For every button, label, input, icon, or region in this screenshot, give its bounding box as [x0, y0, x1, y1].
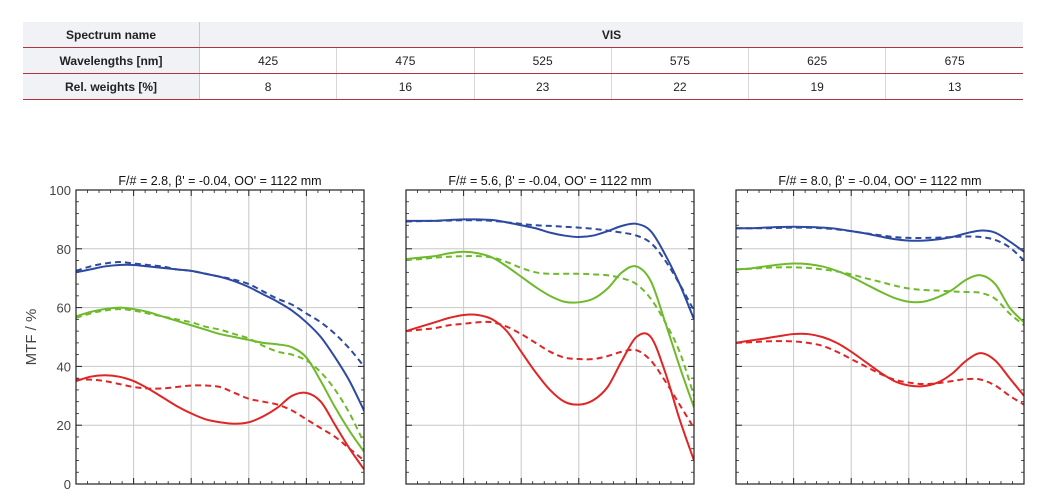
series-line-red-dashed	[76, 378, 364, 462]
chart-title: F/# = 8.0, β' = -0.04, OO' = 1122 mm	[778, 174, 981, 188]
series-group	[76, 261, 364, 470]
spectrum-name-label: Spectrum name	[23, 22, 200, 48]
plot-frame	[75, 189, 365, 485]
weight-cell: 16	[336, 73, 475, 100]
y-axis-label: MTF / %	[23, 309, 40, 366]
mtf-chart-3: F/# = 8.0, β' = -0.04, OO' = 1122 mm	[735, 174, 1025, 485]
weights-row: Rel. weights [%] 8 16 23 22 19 13	[23, 73, 1023, 100]
series-line-blue-solid	[76, 263, 364, 411]
weight-cell: 13	[885, 73, 1023, 100]
series-line-green-solid	[406, 250, 694, 408]
series-group	[406, 218, 694, 461]
wavelength-cell: 525	[474, 47, 612, 74]
series-group	[736, 225, 1024, 406]
series-line-green-dashed	[76, 308, 364, 444]
wavelengths-row: Wavelengths [nm] 425 475 525 575 625 675	[23, 47, 1023, 74]
y-tick-label: 80	[57, 242, 71, 257]
wavelength-cell: 625	[748, 47, 887, 74]
series-line-blue-solid	[406, 218, 694, 320]
chart-title: F/# = 2.8, β' = -0.04, OO' = 1122 mm	[118, 174, 321, 188]
wavelength-cell: 575	[611, 47, 750, 74]
weight-cell: 22	[611, 73, 750, 100]
chart-title: F/# = 5.6, β' = -0.04, OO' = 1122 mm	[448, 174, 651, 188]
series-line-blue-dashed	[76, 261, 364, 368]
weight-cell: 23	[474, 73, 612, 100]
weight-cell: 19	[748, 73, 887, 100]
wavelength-cell: 425	[199, 47, 338, 74]
y-tick-label: 0	[64, 477, 71, 492]
series-line-blue-dashed	[406, 219, 694, 312]
series-line-red-dashed	[406, 320, 694, 429]
plot-frame	[735, 189, 1025, 485]
series-line-green-dashed	[736, 266, 1024, 327]
series-line-red-solid	[76, 374, 364, 470]
weight-cell: 8	[199, 73, 338, 100]
plot-frame	[405, 189, 695, 485]
spectrum-table: Spectrum name VIS Wavelengths [nm] 425 4…	[23, 22, 1023, 100]
series-line-red-solid	[736, 332, 1024, 397]
y-tick-label: 100	[49, 183, 71, 198]
wavelengths-label: Wavelengths [nm]	[23, 47, 200, 74]
mtf-chart-1: F/# = 2.8, β' = -0.04, OO' = 1122 mm 0 20 4…	[23, 174, 365, 492]
series-line-blue-dashed	[736, 226, 1024, 262]
spectrum-row: Spectrum name VIS	[23, 22, 1023, 48]
series-line-green-solid	[736, 262, 1024, 324]
series-line-green-solid	[76, 306, 364, 453]
y-tick-label: 20	[57, 418, 71, 433]
series-line-red-dashed	[736, 340, 1024, 406]
series-line-red-solid	[406, 313, 694, 461]
wavelength-cell: 475	[336, 47, 475, 74]
wavelength-cell: 675	[885, 47, 1023, 74]
spectrum-name-value: VIS	[199, 22, 1023, 48]
series-line-blue-solid	[736, 225, 1024, 253]
y-tick-label: 40	[57, 359, 71, 374]
weights-label: Rel. weights [%]	[23, 73, 200, 100]
y-tick-label: 60	[57, 301, 71, 316]
mtf-chart-2: F/# = 5.6, β' = -0.04, OO' = 1122 mm	[405, 174, 695, 485]
